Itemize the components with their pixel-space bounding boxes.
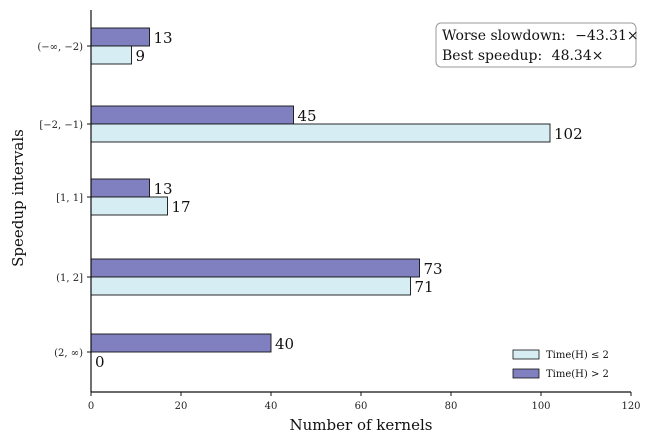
bar-high-2 bbox=[90, 178, 150, 198]
x-tick-label-2: 40 bbox=[265, 401, 278, 412]
bar-high-3 bbox=[90, 258, 420, 278]
x-tick-label-0: 0 bbox=[88, 401, 94, 412]
value-label-high-3: 73 bbox=[424, 260, 443, 278]
x-tick-label-5: 100 bbox=[531, 401, 550, 412]
annotation-speedup-label: Best speedup: bbox=[442, 48, 542, 64]
category-label-2: [1, 1] bbox=[56, 193, 83, 204]
bar-high-0 bbox=[90, 27, 150, 47]
value-label-low-3: 71 bbox=[415, 278, 434, 296]
y-axis-title: Speedup intervals bbox=[9, 129, 27, 267]
annotation-slowdown-label: Worse slowdown: bbox=[442, 28, 566, 44]
value-label-low-0: 9 bbox=[136, 47, 146, 65]
annotation-slowdown-value: −43.31× bbox=[575, 28, 639, 44]
bar-low-3 bbox=[90, 276, 411, 296]
value-label-low-4: 0 bbox=[95, 353, 105, 371]
bar-low-0 bbox=[90, 45, 132, 65]
bar-low-1 bbox=[90, 123, 551, 143]
category-label-3: (1, 2] bbox=[56, 273, 83, 284]
category-label-0: (−∞, −2) bbox=[37, 42, 83, 53]
legend-label-low: Time(H) ≤ 2 bbox=[546, 350, 609, 361]
value-label-high-0: 13 bbox=[154, 29, 173, 47]
axes-group: (−∞, −2) [−2, −1) [1, 1] (1, 2] (2, ∞) 0 20 40 6… bbox=[37, 10, 641, 412]
value-label-low-1: 102 bbox=[554, 125, 583, 143]
x-tick-label-3: 60 bbox=[355, 401, 368, 412]
legend-swatch-high bbox=[512, 368, 540, 379]
legend: Time(H) ≤ 2 Time(H) > 2 bbox=[512, 349, 609, 380]
x-axis-title: Number of kernels bbox=[290, 416, 433, 434]
x-tick-label-1: 20 bbox=[175, 401, 188, 412]
value-label-high-2: 13 bbox=[154, 180, 173, 198]
annotation-speedup-value: 48.34× bbox=[552, 48, 604, 64]
annotation-box: Worse slowdown: −43.31× Best speedup: 48… bbox=[435, 22, 639, 68]
legend-swatch-low bbox=[512, 349, 540, 360]
value-label-low-2: 17 bbox=[172, 198, 191, 216]
x-tick-label-6: 120 bbox=[621, 401, 640, 412]
category-label-1: [−2, −1) bbox=[39, 120, 83, 131]
x-tick-label-4: 80 bbox=[445, 401, 458, 412]
value-label-high-1: 45 bbox=[298, 107, 317, 125]
category-label-4: (2, ∞) bbox=[54, 348, 83, 359]
value-label-high-4: 40 bbox=[275, 335, 294, 353]
legend-label-high: Time(H) > 2 bbox=[546, 369, 609, 380]
svg-text:Worse slowdown: −43.31×: Worse slowdown: −43.31× bbox=[442, 28, 639, 44]
svg-text:Best speedup: 48.34×: Best speedup: 48.34× bbox=[442, 48, 603, 64]
bar-high-4 bbox=[90, 333, 272, 353]
bar-low-2 bbox=[90, 196, 168, 216]
bar-high-1 bbox=[90, 105, 294, 125]
